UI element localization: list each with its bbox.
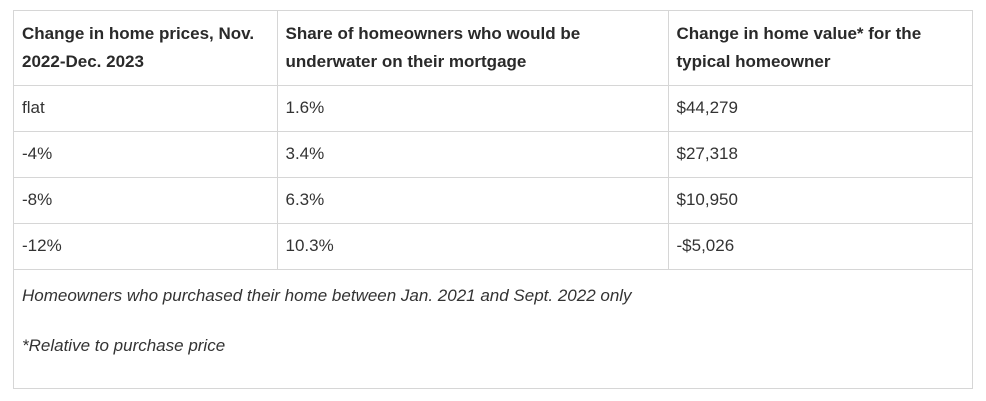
footnote-scope: Homeowners who purchased their home betw… — [22, 285, 632, 305]
cell-underwater-share: 1.6% — [276, 84, 669, 132]
table-row: -8% 6.3% $10,950 — [14, 176, 972, 224]
table-footnotes: Homeowners who purchased their home betw… — [14, 270, 972, 358]
header-home-value-change: Change in home value* for the typical ho… — [667, 11, 972, 86]
cell-price-change: -12% — [14, 222, 278, 270]
data-table-container: Change in home prices, Nov. 2022-Dec. 20… — [13, 10, 973, 389]
table-row: -4% 3.4% $27,318 — [14, 130, 972, 178]
cell-home-value-change: -$5,026 — [667, 222, 972, 270]
cell-underwater-share: 3.4% — [276, 130, 669, 178]
cell-price-change: flat — [14, 84, 278, 132]
cell-price-change: -4% — [14, 130, 278, 178]
cell-price-change: -8% — [14, 176, 278, 224]
table-row: flat 1.6% $44,279 — [14, 84, 972, 132]
footnote-relative: *Relative to purchase price — [22, 335, 226, 355]
cell-home-value-change: $27,318 — [667, 130, 972, 178]
cell-underwater-share: 6.3% — [276, 176, 669, 224]
header-underwater-share: Share of homeowners who would be underwa… — [276, 11, 669, 86]
cell-underwater-share: 10.3% — [276, 222, 669, 270]
table-row: -12% 10.3% -$5,026 — [14, 222, 972, 270]
home-price-scenarios-table: Change in home prices, Nov. 2022-Dec. 20… — [14, 11, 972, 270]
cell-home-value-change: $44,279 — [667, 84, 972, 132]
table-header-row: Change in home prices, Nov. 2022-Dec. 20… — [14, 11, 972, 86]
cell-home-value-change: $10,950 — [667, 176, 972, 224]
header-price-change: Change in home prices, Nov. 2022-Dec. 20… — [14, 11, 278, 86]
